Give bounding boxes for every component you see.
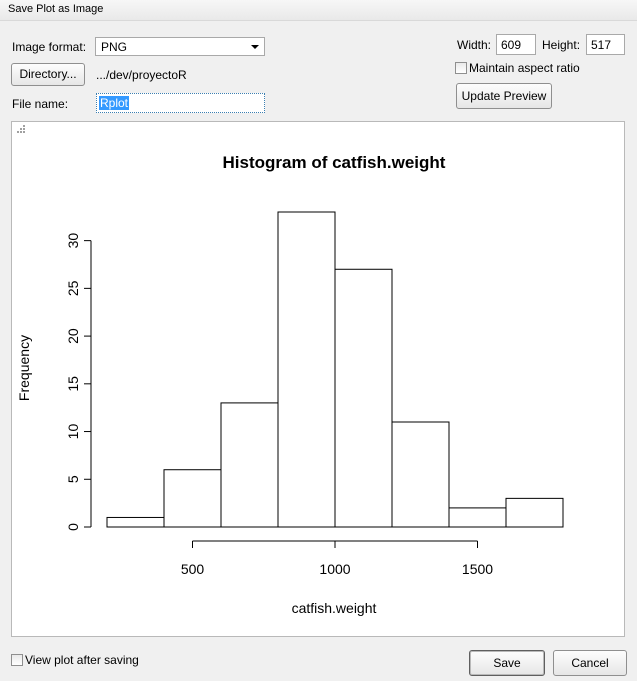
save-button[interactable]: Save [469, 650, 545, 676]
maintain-aspect-checkbox[interactable] [455, 62, 467, 74]
dropdown-arrow-icon [251, 45, 259, 49]
histogram-bar [220, 402, 279, 528]
chart-title: Histogram of catfish.weight [223, 153, 446, 172]
file-name-label: File name: [12, 97, 69, 111]
histogram-bar [334, 268, 393, 528]
histogram-chart: Histogram of catfish.weight catfish.weig… [16, 153, 564, 616]
histogram-bar [391, 421, 450, 528]
y-tick-label: 30 [65, 233, 81, 249]
y-tick-label: 5 [65, 475, 81, 483]
width-label: Width: [457, 38, 492, 52]
view-after-saving-checkbox[interactable] [11, 654, 23, 666]
file-name-input[interactable]: Rplot [96, 93, 265, 113]
update-preview-button[interactable]: Update Preview [456, 83, 552, 109]
histogram-bar [106, 516, 165, 528]
x-tick-label: 1000 [319, 561, 350, 577]
height-input[interactable]: 517 [586, 34, 625, 55]
image-format-value: PNG [101, 40, 128, 54]
width-value: 609 [501, 38, 522, 52]
y-tick-label: 0 [65, 523, 81, 531]
y-tick-label: 15 [65, 376, 81, 392]
image-format-select[interactable]: PNG [95, 37, 265, 56]
y-axis-label: Frequency [16, 335, 32, 401]
maintain-aspect-label: Maintain aspect ratio [469, 61, 580, 75]
title-bar: Save Plot as Image [0, 0, 637, 21]
view-after-saving-label: View plot after saving [25, 653, 139, 667]
resize-grip-icon[interactable] [12, 122, 26, 136]
histogram-bar [505, 497, 564, 528]
height-value: 517 [591, 38, 612, 52]
histogram-bar [277, 211, 336, 528]
width-input[interactable]: 609 [496, 34, 536, 55]
y-tick-label: 10 [65, 424, 81, 440]
x-tick-label: 1500 [462, 561, 493, 577]
directory-path: .../dev/proyectoR [96, 68, 187, 82]
cancel-button[interactable]: Cancel [553, 650, 627, 676]
window-title: Save Plot as Image [8, 3, 104, 15]
file-name-text: Rplot [99, 96, 130, 110]
directory-button[interactable]: Directory... [11, 63, 85, 86]
y-tick-label: 25 [65, 280, 81, 296]
x-axis-label: catfish.weight [292, 600, 377, 616]
y-tick-label: 20 [65, 328, 81, 344]
image-format-label: Image format: [12, 40, 87, 54]
plot-preview: Histogram of catfish.weight catfish.weig… [11, 121, 625, 637]
height-label: Height: [542, 38, 581, 52]
histogram-bar [163, 469, 222, 528]
x-tick-label: 500 [181, 561, 205, 577]
histogram-bar [448, 507, 507, 528]
